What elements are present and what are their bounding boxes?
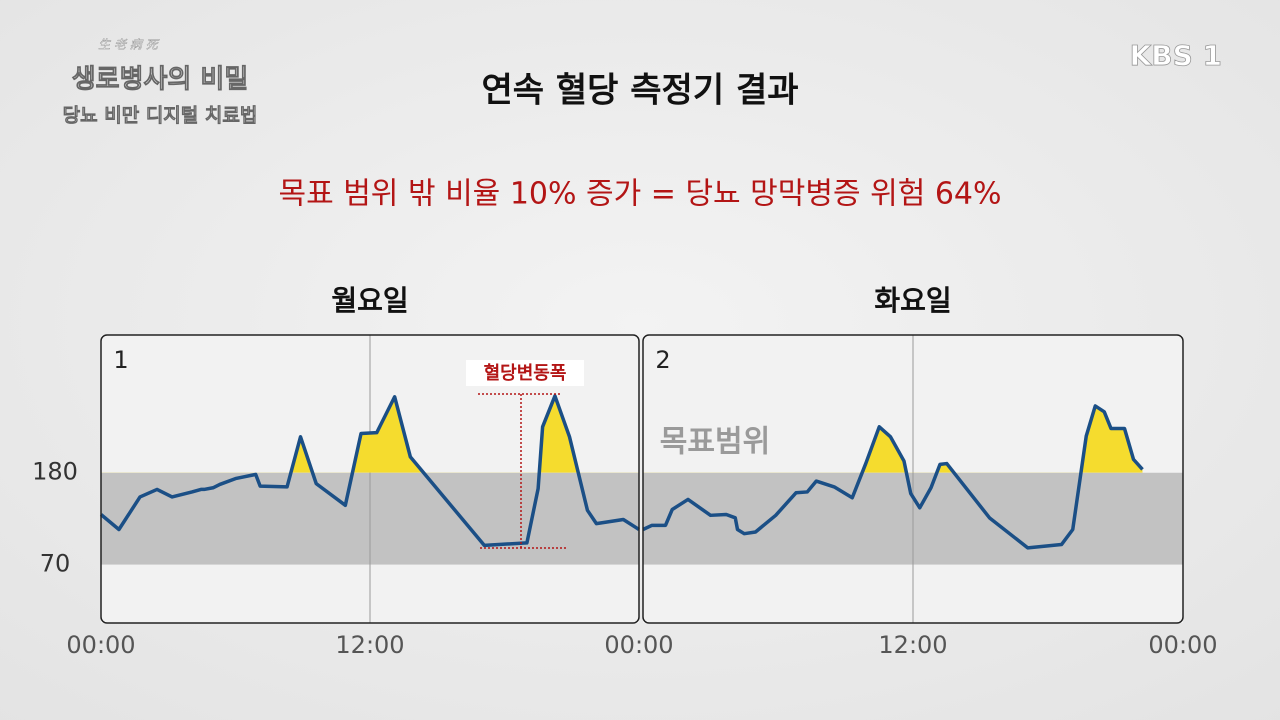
band-label: 목표범위 <box>660 425 770 460</box>
chart-title: 연속 혈당 측정기 결과 <box>481 71 798 111</box>
panel-label: 1 <box>113 346 128 374</box>
program-title: 생로병사의 비밀 <box>72 65 249 95</box>
annotation: 혈당변동폭 <box>484 362 567 384</box>
variation-annotation: 혈당변동폭 <box>466 360 584 549</box>
episode-title: 당뇨 비만 디지털 치료법 <box>63 105 258 127</box>
x-tick-label: 00:00 <box>604 631 673 659</box>
panel-border <box>100 334 640 624</box>
x-tick-label: 00:00 <box>1148 631 1217 659</box>
panel-label: 2 <box>655 346 670 374</box>
glucose-line <box>99 394 640 548</box>
glucose-line <box>642 404 1144 550</box>
panel-border <box>642 334 1184 624</box>
panel-title: 월요일 <box>331 284 408 317</box>
panel-title: 화요일 <box>874 284 951 317</box>
program-small: 生 老 病 死 <box>98 38 159 52</box>
x-tick-label: 12:00 <box>878 631 947 659</box>
y-tick-label: 180 <box>32 458 78 486</box>
x-tick-label: 00:00 <box>66 631 135 659</box>
panel: 00:00 12:00 00:00 70 180 1 월요일 <box>32 284 673 659</box>
above-target-area <box>643 405 1143 473</box>
channel-logo: KBS 1 <box>1130 39 1222 72</box>
annotation-box <box>466 360 584 386</box>
y-tick-label: 70 <box>40 550 71 578</box>
plots: 00:00 12:00 00:00 70 180 1 월요일 12:00 00:00 2 화요일목표… <box>32 284 1217 659</box>
chart-subtitle: 목표 범위 밖 비율 10% 증가 = 당뇨 망막병증 위험 64% <box>278 177 1001 212</box>
x-tick-label: 12:00 <box>335 631 404 659</box>
